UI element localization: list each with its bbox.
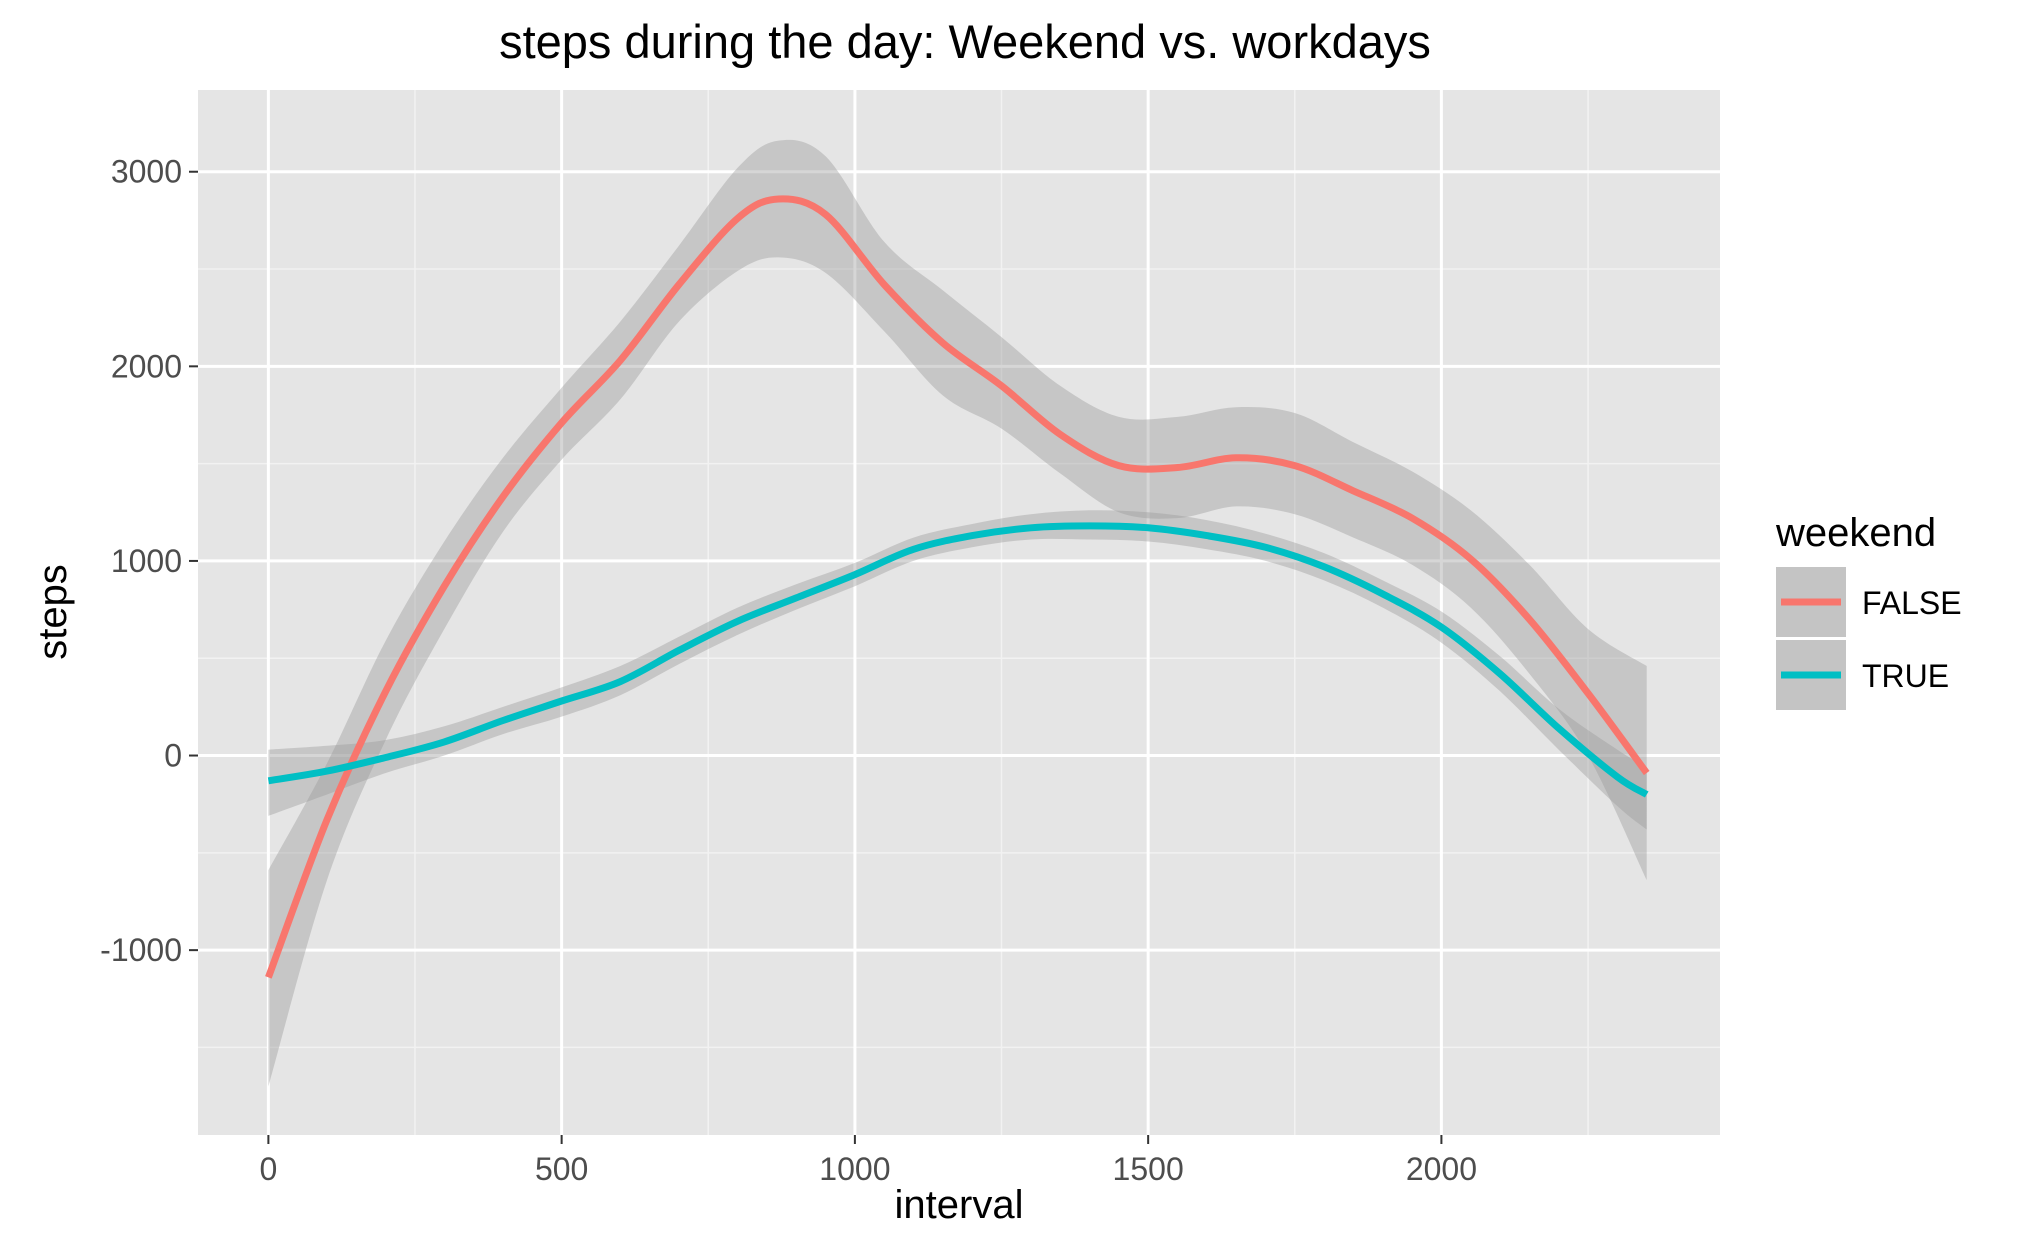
- y-axis-title: steps: [31, 564, 75, 660]
- x-tick-label: 500: [535, 1151, 588, 1187]
- y-tick-label: -1000: [100, 932, 182, 968]
- y-tick-label: 1000: [111, 543, 182, 579]
- series-line-false: [265, 195, 1650, 979]
- x-tick-label: 1500: [1113, 1151, 1184, 1187]
- legend-title: weekend: [1775, 511, 1936, 555]
- legend: weekend FALSE TRUE: [1775, 511, 1962, 710]
- x-axis: 0 500 1000 1500 2000: [259, 1135, 1477, 1187]
- y-tick-label: 0: [164, 738, 182, 774]
- plot-panel: [198, 90, 1720, 1135]
- confidence-bands: [268, 139, 1647, 1087]
- y-tick-label: 3000: [111, 154, 182, 190]
- series-line-true: [267, 522, 1649, 798]
- minor-gridlines: [198, 90, 1720, 1135]
- y-axis: -1000 0 1000 2000 3000: [100, 154, 198, 968]
- x-tick-label: 0: [259, 1151, 277, 1187]
- x-tick-label: 2000: [1406, 1151, 1477, 1187]
- y-tick-label: 2000: [111, 348, 182, 384]
- major-gridlines: [198, 90, 1720, 1135]
- confidence-band-false: [268, 139, 1647, 1087]
- legend-label-false: FALSE: [1862, 585, 1962, 621]
- series-lines: [265, 195, 1650, 979]
- x-tick-label: 1000: [819, 1151, 890, 1187]
- legend-label-true: TRUE: [1862, 658, 1949, 694]
- x-axis-title: interval: [895, 1183, 1024, 1227]
- chart-title: steps during the day: Weekend vs. workda…: [499, 15, 1431, 68]
